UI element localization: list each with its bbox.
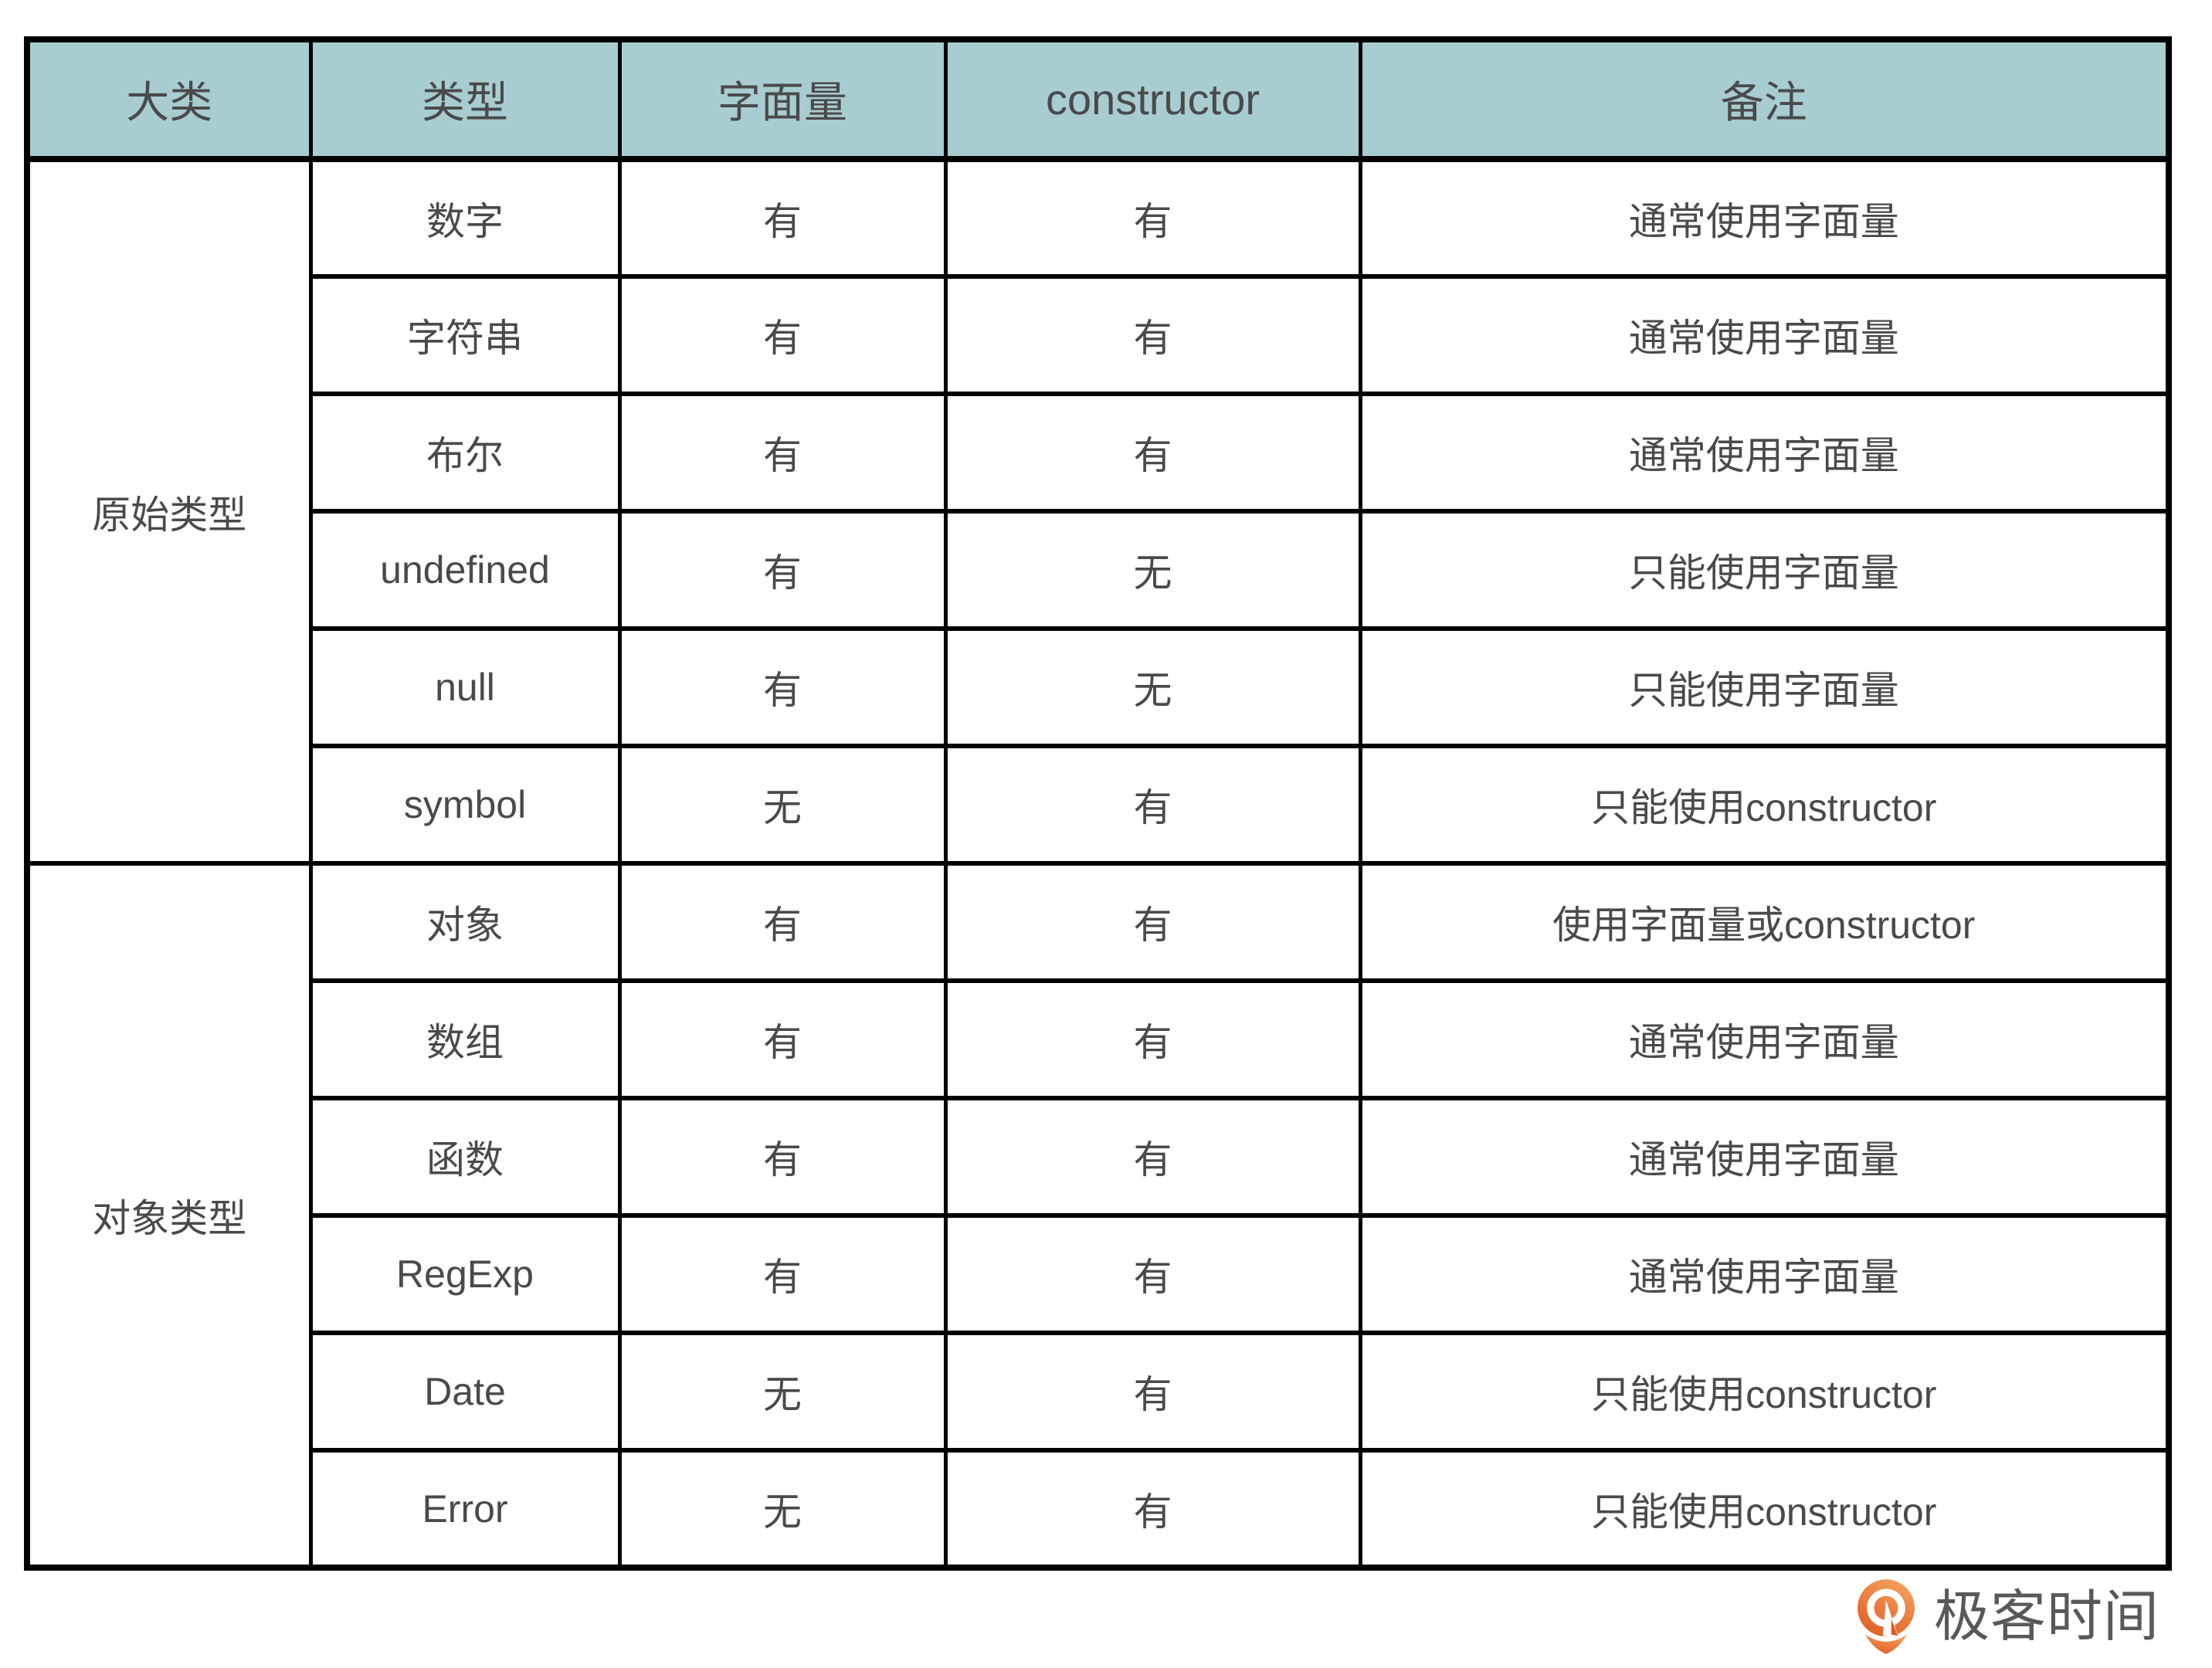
cell-type: RegExp bbox=[308, 1213, 622, 1335]
table-row: null 有 无 只能使用字面量 bbox=[27, 626, 2171, 748]
geektime-logo: 极客时间 bbox=[1854, 1578, 2159, 1656]
cell-note: 通常使用字面量 bbox=[1358, 1213, 2171, 1335]
group-label-primitive: 原始类型 bbox=[25, 157, 313, 866]
types-table: 大类 类型 字面量 constructor 备注 原始类型 数字 有 有 通常使… bbox=[24, 36, 2172, 1571]
cell-type: 布尔 bbox=[308, 392, 622, 514]
header-type: 类型 bbox=[308, 37, 622, 162]
cell-type: Date bbox=[308, 1331, 622, 1453]
table-row: 数组 有 有 通常使用字面量 bbox=[27, 978, 2171, 1100]
header-constructor: constructor bbox=[943, 37, 1362, 162]
cell-literal: 有 bbox=[617, 1213, 948, 1335]
group-label-object: 对象类型 bbox=[25, 861, 313, 1570]
table-row: 原始类型 数字 有 有 通常使用字面量 bbox=[25, 157, 2171, 866]
cell-ctor: 有 bbox=[943, 392, 1362, 514]
cell-ctor: 有 bbox=[943, 1096, 1362, 1218]
cell-literal: 有 bbox=[617, 1096, 948, 1218]
cell-type: null bbox=[308, 626, 622, 748]
cell-ctor: 有 bbox=[943, 274, 1362, 396]
cell-ctor: 无 bbox=[943, 509, 1362, 631]
geektime-logo-text: 极客时间 bbox=[1934, 1586, 2160, 1648]
cell-literal: 有 bbox=[617, 978, 948, 1100]
cell-literal: 无 bbox=[617, 1448, 948, 1570]
cell-ctor: 有 bbox=[943, 1213, 1362, 1335]
cell-note: 只能使用constructor bbox=[1358, 1448, 2171, 1570]
geektime-logo-icon bbox=[1854, 1578, 1919, 1656]
table-row: RegExp 有 有 通常使用字面量 bbox=[27, 1213, 2171, 1335]
cell-type: undefined bbox=[308, 509, 622, 631]
cell-literal: 有 bbox=[617, 509, 948, 631]
cell-note: 只能使用constructor bbox=[1358, 744, 2171, 866]
cell-note: 使用字面量或constructor bbox=[1358, 861, 2171, 983]
header-note: 备注 bbox=[1358, 37, 2171, 162]
header-literal: 字面量 bbox=[617, 37, 948, 162]
cell-ctor: 无 bbox=[943, 626, 1362, 748]
cell-type: 函数 bbox=[308, 1096, 622, 1218]
cell-note: 通常使用字面量 bbox=[1358, 157, 2171, 279]
table-row: undefined 有 无 只能使用字面量 bbox=[27, 509, 2171, 631]
cell-type: 字符串 bbox=[308, 274, 622, 396]
table-row: Error 无 有 只能使用constructor bbox=[27, 1448, 2171, 1570]
table-row: symbol 无 有 只能使用constructor bbox=[27, 744, 2171, 866]
table-header-row: 大类 类型 字面量 constructor 备注 bbox=[25, 37, 2171, 162]
cell-type: 数组 bbox=[308, 978, 622, 1100]
cell-literal: 有 bbox=[617, 626, 948, 748]
cell-type: 数字 bbox=[308, 157, 622, 279]
cell-ctor: 有 bbox=[943, 157, 1362, 279]
table-row: 字符串 有 有 通常使用字面量 bbox=[27, 274, 2171, 396]
cell-literal: 有 bbox=[617, 861, 948, 983]
cell-ctor: 有 bbox=[943, 861, 1362, 983]
cell-note: 只能使用字面量 bbox=[1358, 509, 2171, 631]
table-row: 对象类型 对象 有 有 使用字面量或constructor bbox=[25, 861, 2171, 1570]
cell-note: 通常使用字面量 bbox=[1358, 274, 2171, 396]
cell-type: 对象 bbox=[308, 861, 622, 983]
cell-literal: 无 bbox=[617, 744, 948, 866]
cell-ctor: 有 bbox=[943, 744, 1362, 866]
cell-literal: 有 bbox=[617, 157, 948, 279]
cell-note: 通常使用字面量 bbox=[1358, 392, 2171, 514]
table-row: 函数 有 有 通常使用字面量 bbox=[27, 1096, 2171, 1218]
cell-type: Error bbox=[308, 1448, 622, 1570]
cell-type: symbol bbox=[308, 744, 622, 866]
cell-note: 通常使用字面量 bbox=[1358, 1096, 2171, 1218]
cell-note: 只能使用字面量 bbox=[1358, 626, 2171, 748]
cell-ctor: 有 bbox=[943, 978, 1362, 1100]
cell-note: 只能使用constructor bbox=[1358, 1331, 2171, 1453]
cell-literal: 有 bbox=[617, 274, 948, 396]
cell-note: 通常使用字面量 bbox=[1358, 978, 2171, 1100]
cell-literal: 有 bbox=[617, 392, 948, 514]
header-category: 大类 bbox=[25, 37, 313, 162]
cell-ctor: 有 bbox=[943, 1331, 1362, 1453]
cell-literal: 无 bbox=[617, 1331, 948, 1453]
cell-ctor: 有 bbox=[943, 1448, 1362, 1570]
table-row: 布尔 有 有 通常使用字面量 bbox=[27, 392, 2171, 514]
table-row: Date 无 有 只能使用constructor bbox=[27, 1331, 2171, 1453]
